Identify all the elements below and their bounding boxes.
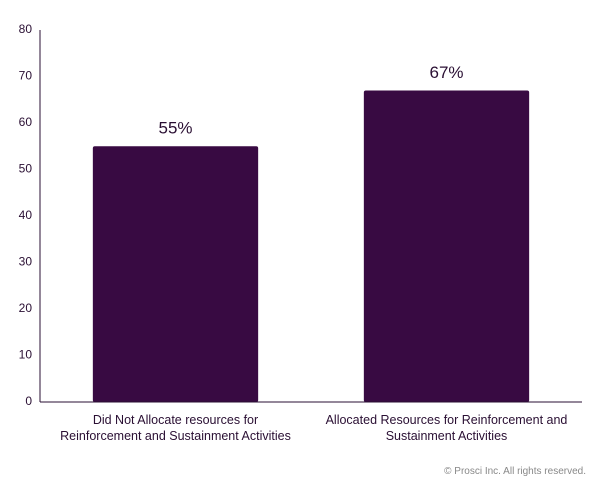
y-tick-label: 10 [19, 348, 33, 362]
x-tick-label: Did Not Allocate resources for Reinforce… [60, 413, 291, 443]
x-tick-label: Allocated Resources for Reinforcement an… [325, 413, 568, 443]
y-tick-label: 20 [19, 301, 33, 315]
y-tick-label: 70 [19, 69, 33, 83]
value-label: 67% [429, 63, 463, 82]
bar [363, 90, 530, 402]
value-label: 55% [158, 119, 192, 138]
bar [92, 146, 259, 402]
y-tick-label: 80 [19, 22, 33, 36]
y-tick-label: 0 [25, 394, 32, 408]
y-tick-label: 60 [19, 115, 33, 129]
y-tick-label: 50 [19, 162, 33, 176]
footer: © Prosci Inc. All rights reserved. [444, 466, 586, 477]
y-tick-label: 30 [19, 255, 33, 269]
y-tick-label: 40 [19, 208, 33, 222]
